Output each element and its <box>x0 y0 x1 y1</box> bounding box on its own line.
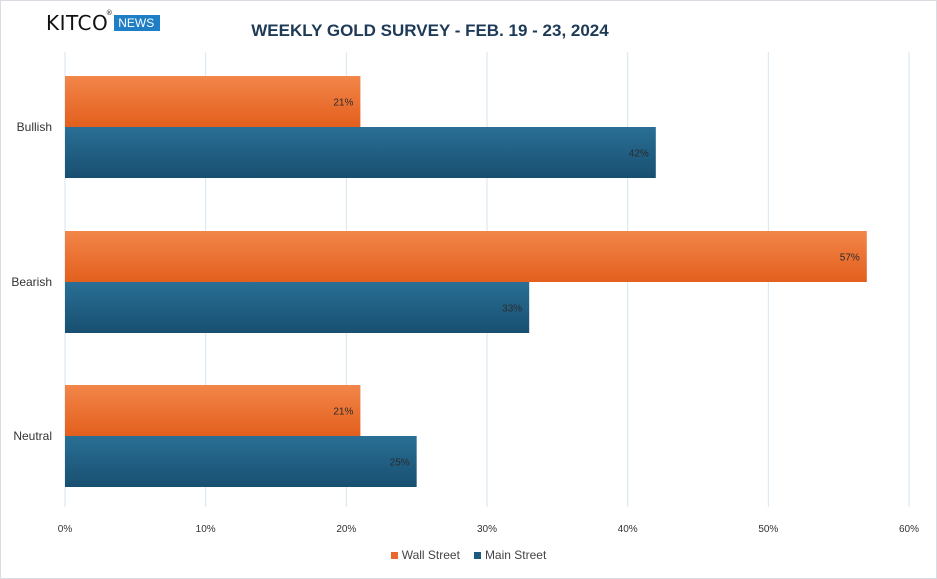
bar-value-label: 42% <box>629 149 649 160</box>
bar-value-label: 33% <box>502 304 522 315</box>
category-label: Neutral <box>13 429 52 443</box>
x-tick-label: 30% <box>477 524 497 535</box>
legend-label-main-street: Main Street <box>484 548 547 562</box>
main-street-bar <box>65 282 530 333</box>
data-labels: 21% 57% 21% 42% 33% 25% <box>333 98 860 469</box>
x-tick-label: 40% <box>618 524 638 535</box>
category-label: Bearish <box>11 275 52 289</box>
bar-value-label: 25% <box>390 458 410 469</box>
bar-value-label: 21% <box>333 407 353 418</box>
logo-news-tag: NEWS <box>114 15 161 31</box>
wall-street-bar <box>65 385 361 436</box>
main-street-bar <box>65 436 417 487</box>
bar-value-label: 21% <box>333 98 353 109</box>
x-tick-label: 0% <box>58 524 73 535</box>
main-street-bar <box>65 127 656 178</box>
bars <box>65 76 867 487</box>
x-tick-label: 50% <box>758 524 778 535</box>
category-label: Bullish <box>17 120 52 134</box>
chart-title: WEEKLY GOLD SURVEY - FEB. 19 - 23, 2024 <box>251 21 609 40</box>
legend-item-main-street: Main Street <box>473 548 547 562</box>
bar-value-label: 57% <box>840 253 860 264</box>
x-tick-label: 60% <box>899 524 919 535</box>
logo-wordmark: KITCO ® <box>46 9 114 35</box>
legend: Wall Street Main Street <box>0 548 937 562</box>
x-tick-label: 10% <box>196 524 216 535</box>
kitco-news-logo: KITCO ® NEWS <box>46 9 161 35</box>
main-street-swatch <box>473 551 481 559</box>
axes: 0% 10% 20% 30% 40% 50% 60% Bullish Bearish Neutra… <box>11 120 919 535</box>
registered-mark: ® <box>105 9 114 17</box>
legend-label-wall-street: Wall Street <box>401 548 460 562</box>
wall-street-swatch <box>390 551 398 559</box>
wall-street-bar <box>65 231 867 282</box>
wall-street-bar <box>65 76 361 127</box>
legend-item-wall-street: Wall Street <box>390 548 460 562</box>
x-tick-label: 20% <box>336 524 356 535</box>
